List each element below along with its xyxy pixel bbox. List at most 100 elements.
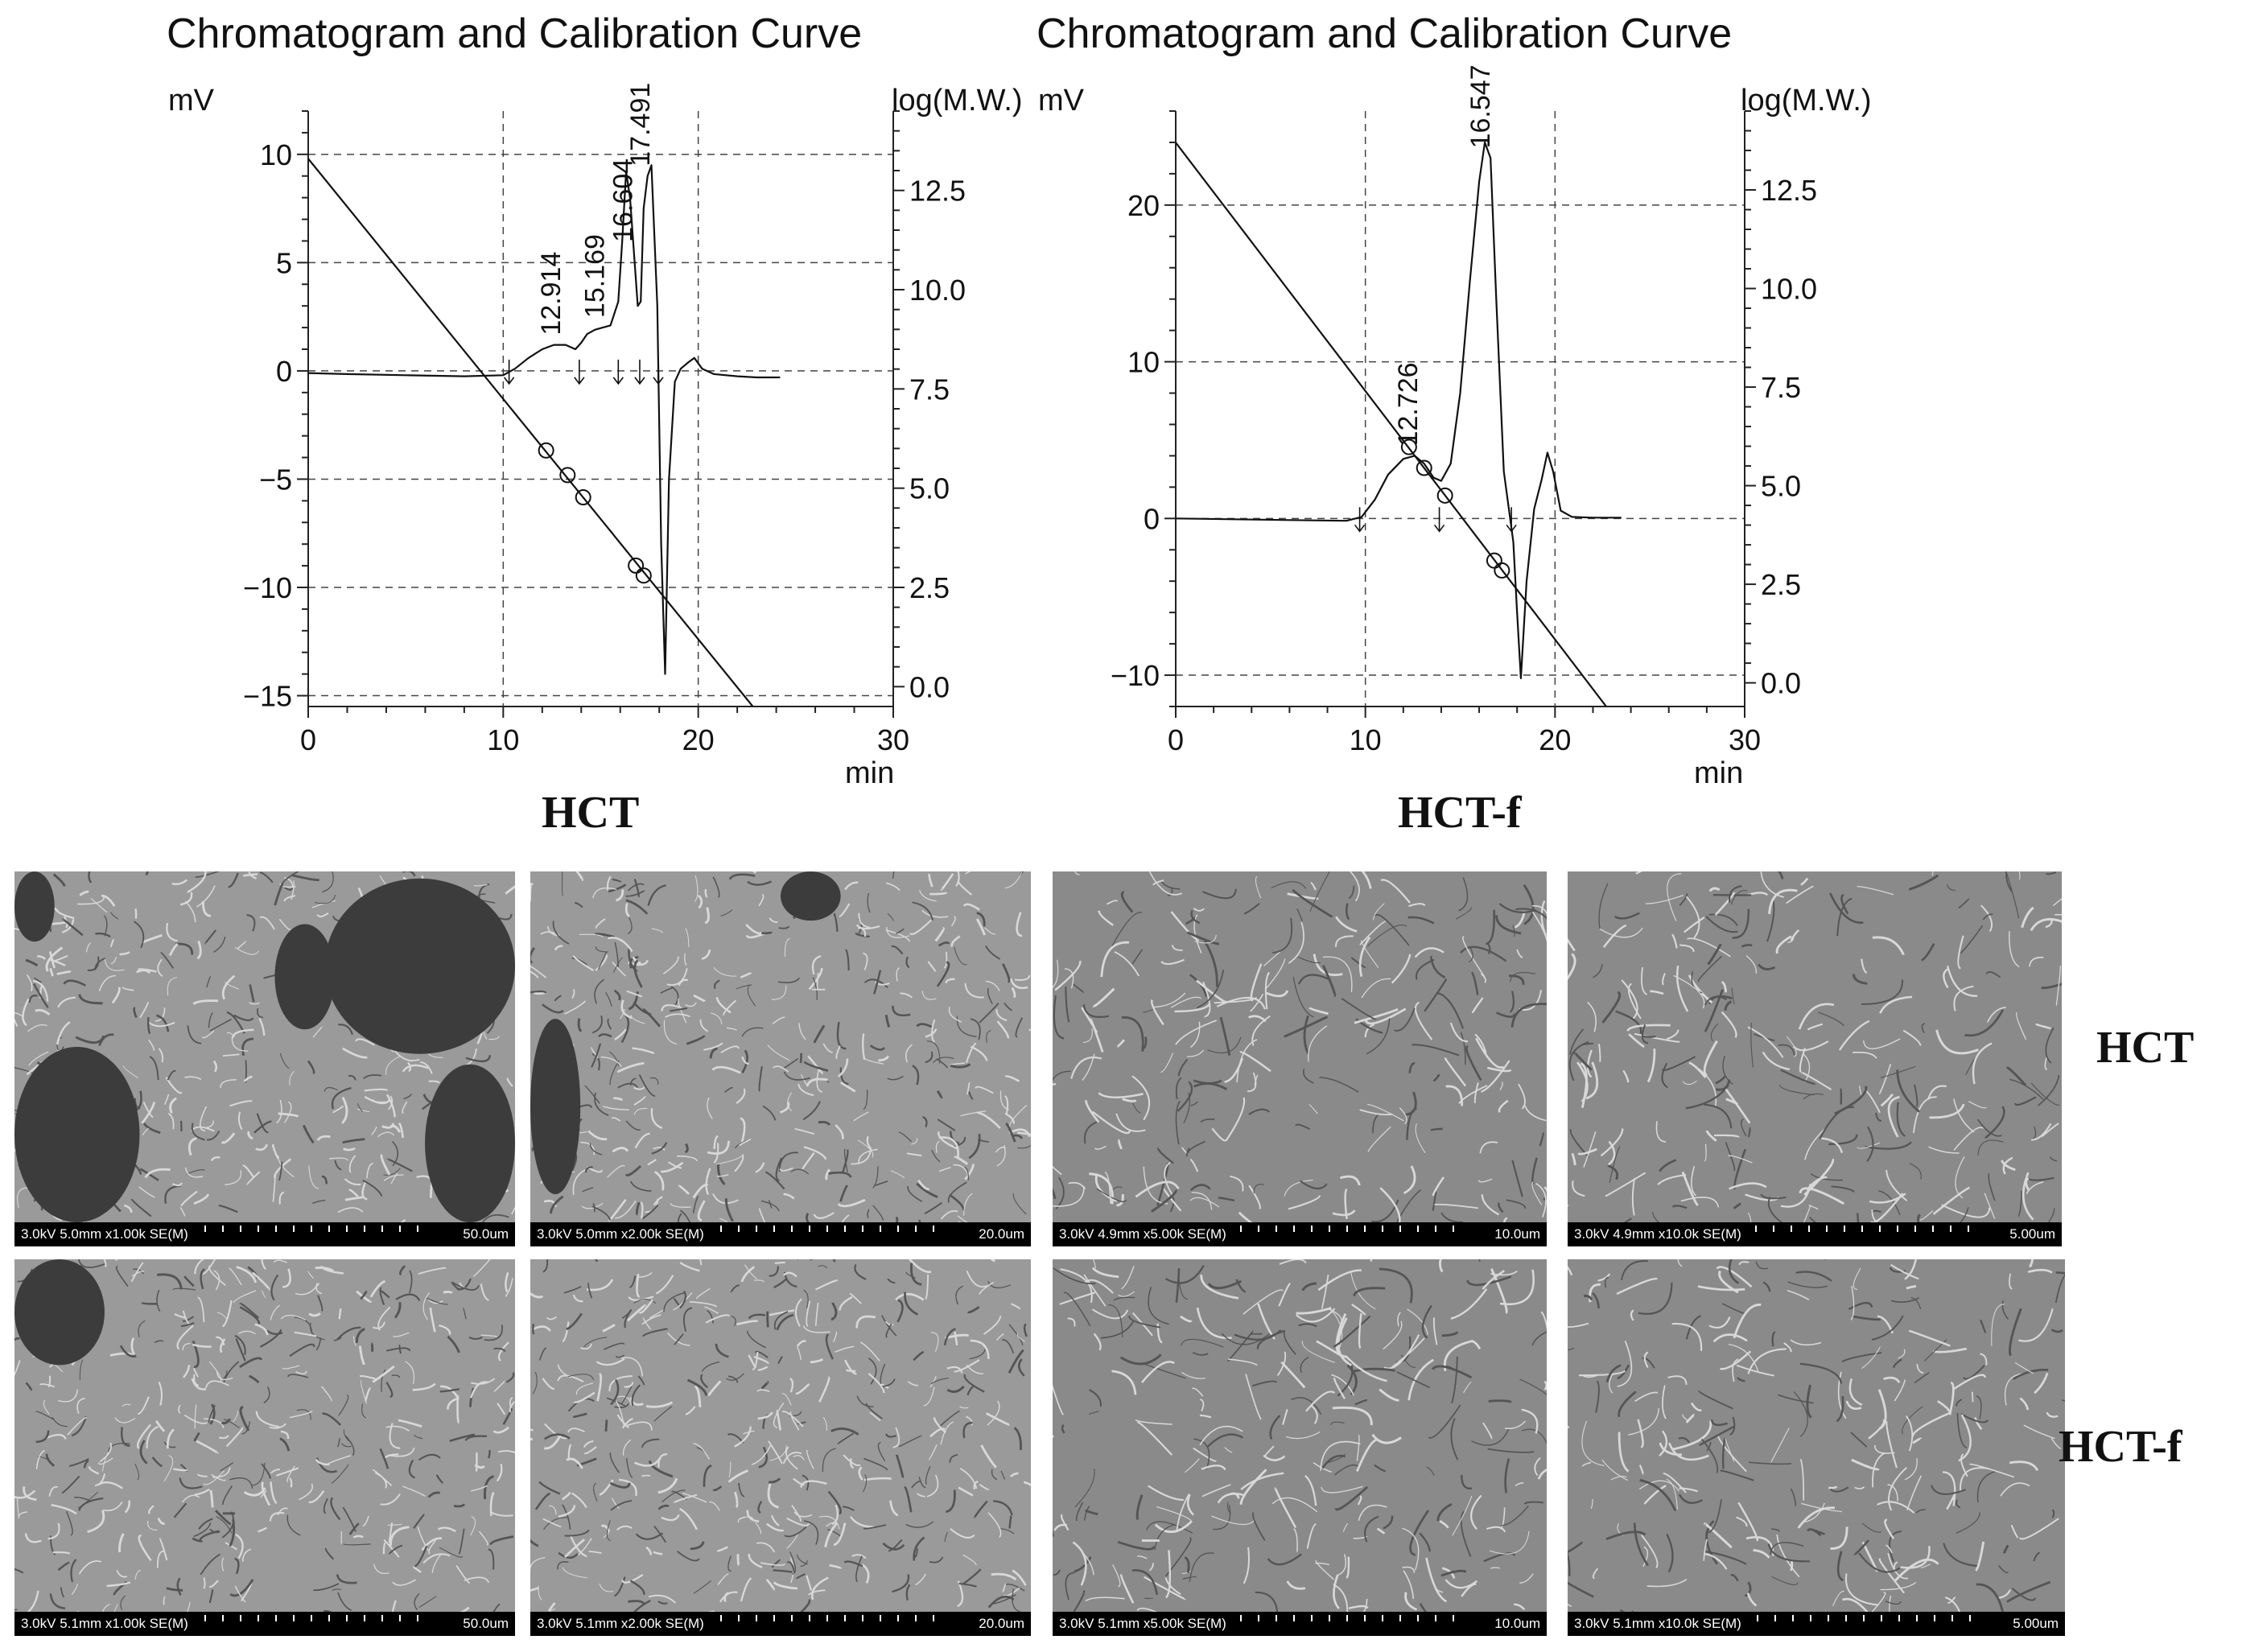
peak-label: 12.914 [536,252,567,336]
chromatogram-series-line [308,164,781,675]
sem-image-hct-2k: 3.0kV 5.0mm x2.00k SE(M) 20.0um [530,871,1031,1246]
calibration-point [635,567,652,584]
sem-texture-svg [1053,871,1547,1246]
chart1-y2-unit: log(M.W.) [892,84,1023,117]
x-tick-label: 30 [1729,723,1761,756]
y2-tick-label: 10.0 [1761,273,1817,306]
chart2-y-unit: mV [1038,84,1084,117]
calibration-point [1494,562,1510,579]
chart1-sample-label: HCT [542,788,640,838]
sem-row-label-hct: HCT [2096,1023,2195,1073]
sem-scale: 5.00um [2013,1616,2059,1631]
y2-tick-label: 12.5 [1761,174,1817,207]
sem-condition: 3.0kV 5.0mm x2.00k SE(M) [537,1226,704,1242]
y-tick-label: −10 [1111,659,1160,692]
calibration-point [1416,459,1432,476]
x-tick-label: 20 [682,723,715,756]
calibration-point [575,489,591,506]
chart1-title: Chromatogram and Calibration Curve [167,10,863,57]
sem-info-bar: 3.0kV 5.0mm x2.00k SE(M) 20.0um [530,1222,1031,1246]
sem-info-bar: 3.0kV 5.1mm x5.00k SE(M) 10.0um [1053,1612,1547,1636]
y-tick-label: 10 [260,138,292,171]
sem-condition: 3.0kV 5.1mm x10.0k SE(M) [1574,1616,1741,1631]
integration-marker-arrow [1354,524,1366,533]
sem-scale: 10.0um [1494,1226,1540,1242]
y2-tick-label: 0.0 [1761,667,1801,700]
y2-tick-label: 7.5 [909,373,950,406]
integration-marker-arrow [612,377,624,385]
chart1-y-unit: mV [168,84,214,117]
sem-image-hctf-2k: 3.0kV 5.1mm x2.00k SE(M) 20.0um [530,1259,1031,1636]
sem-info-bar: 3.0kV 5.1mm x10.0k SE(M) 5.00um [1568,1612,2065,1636]
sem-info-bar: 3.0kV 4.9mm x10.0k SE(M) 5.00um [1568,1222,2062,1246]
integration-marker-arrow [503,377,515,385]
sem-texture [14,1259,515,1630]
y-tick-label: 10 [1127,346,1160,379]
y-tick-label: 0 [276,355,292,388]
y-tick-label: 20 [1127,189,1160,222]
calibration-point [1436,487,1453,504]
peak-label: 12.726 [1393,362,1424,446]
sem-condition: 3.0kV 5.1mm x5.00k SE(M) [1059,1616,1226,1631]
sem-texture [530,1259,1031,1619]
x-tick-label: 0 [1168,723,1184,756]
chart2-sample-label: HCT-f [1398,788,1522,838]
y2-tick-label: 5.0 [1761,470,1801,503]
sem-texture [14,871,515,1228]
integration-marker-arrow [634,377,645,385]
calibration-point [1400,439,1417,455]
sem-scale: 50.0um [463,1226,509,1242]
sem-image-hct-10k: 3.0kV 4.9mm x10.0k SE(M) 5.00um [1568,871,2062,1246]
sem-scale: 50.0um [463,1616,509,1631]
sem-scale: 20.0um [979,1226,1024,1242]
x-tick-label: 10 [1350,723,1382,756]
x-tick-label: 20 [1539,723,1571,756]
y2-tick-label: 7.5 [1761,371,1801,404]
calibration-point [538,442,554,459]
chart2-y2-unit: log(M.W.) [1741,84,1872,117]
integration-marker-arrow [574,377,585,385]
peak-label: 17.491 [625,83,656,167]
y2-tick-label: 10.0 [909,274,966,307]
sem-condition: 3.0kV 5.1mm x2.00k SE(M) [537,1616,704,1631]
sem-texture-svg [1053,1259,1547,1635]
chart2-title: Chromatogram and Calibration Curve [1037,10,1733,57]
sem-info-bar: 3.0kV 5.1mm x2.00k SE(M) 20.0um [530,1612,1031,1636]
sem-image-hct-5k: 3.0kV 4.9mm x5.00k SE(M) 10.0um [1053,871,1547,1246]
chart1-x-unit: min [845,756,895,790]
sem-scale: 20.0um [979,1616,1024,1631]
peak-label: 16.547 [1465,64,1496,148]
chart2-x-unit: min [1694,756,1744,790]
sem-texture [1568,1259,2065,1636]
sem-scale: 10.0um [1494,1616,1540,1631]
y2-tick-label: 12.5 [909,175,966,208]
sem-image-hct-1k: 3.0kV 5.0mm x1.00k SE(M) 50.0um [14,871,515,1246]
calibration-point [628,557,645,574]
y-tick-label: −15 [243,680,292,713]
y2-tick-label: 2.5 [1761,568,1801,601]
sem-texture-svg [14,1259,515,1630]
sem-texture [1568,871,2062,1246]
y2-tick-label: 5.0 [909,472,950,505]
x-tick-label: 30 [877,723,909,756]
calibration-point [559,467,576,484]
y-tick-label: 0 [1144,502,1160,535]
chromatogram-series-line [1176,141,1622,680]
sem-condition: 3.0kV 5.1mm x1.00k SE(M) [21,1616,188,1631]
peak-label: 16.604 [608,159,638,242]
integration-marker-arrow [1433,524,1445,533]
sem-texture-svg [1568,871,2062,1246]
sem-info-bar: 3.0kV 5.1mm x1.00k SE(M) 50.0um [14,1612,515,1636]
y-tick-label: −10 [243,571,292,604]
sem-info-bar: 3.0kV 5.0mm x1.00k SE(M) 50.0um [14,1222,515,1246]
y2-tick-label: 0.0 [909,670,950,703]
sem-texture [1053,871,1547,1246]
sem-condition: 3.0kV 5.0mm x1.00k SE(M) [21,1226,188,1242]
chart1-chromatogram: 0 10 20 30 10 5 0 −5 −10 −15 12.5 10.0 7.5 5.0 2.5 0.0 1… [243,83,966,756]
x-tick-label: 10 [487,723,519,756]
sem-condition: 3.0kV 4.9mm x10.0k SE(M) [1574,1226,1741,1242]
calibration-series-line [1176,142,1607,707]
y2-tick-label: 2.5 [909,571,950,604]
sem-texture-svg [1568,1259,2065,1636]
integration-marker-arrow [653,377,664,385]
